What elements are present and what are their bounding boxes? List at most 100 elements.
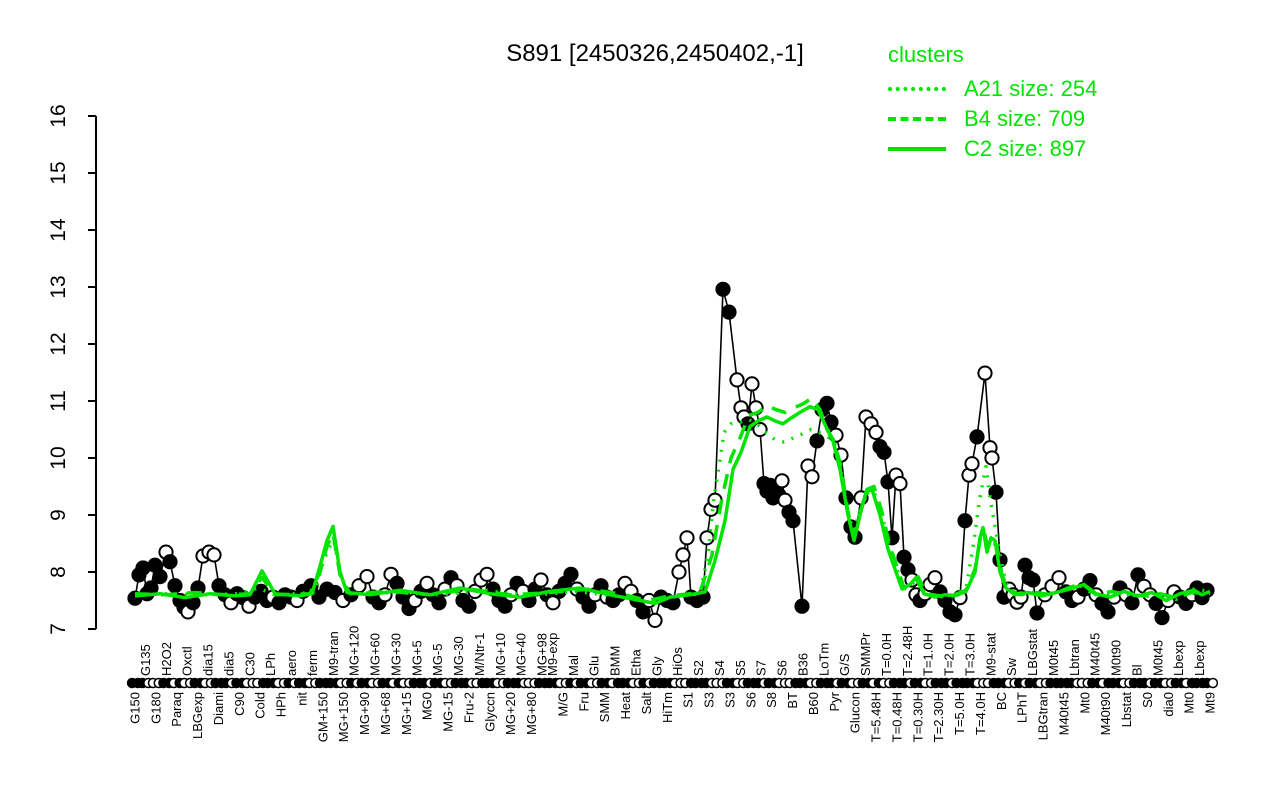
- x-condition-label: LBGtran: [1036, 692, 1051, 740]
- x-condition-label: M0t45: [1150, 640, 1165, 676]
- x-condition-label: S3: [722, 692, 737, 708]
- x-condition-label: S0: [1140, 692, 1155, 708]
- x-condition-label: HPh: [274, 692, 289, 717]
- legend-item-a21: A21 size: 254: [888, 74, 1097, 104]
- x-condition-label: SMMPr: [858, 632, 873, 676]
- x-axis-labels: G150 G135 G180 H2O2 Paraq Oxctl LBGexp dia15 Dia…: [128, 626, 1218, 742]
- x-condition-label: T=2.48H: [900, 626, 915, 676]
- data-point-filled: [1100, 604, 1116, 620]
- x-condition-label: Glucon: [848, 692, 863, 733]
- x-condition-label: T=0.48H: [889, 692, 904, 742]
- data-point-filled: [167, 578, 183, 594]
- x-condition-label: Lbstat: [1119, 692, 1134, 728]
- x-condition-label: Mt0: [1077, 692, 1092, 714]
- data-point-filled: [988, 484, 1004, 500]
- x-condition-label: T=5.48H: [869, 692, 884, 742]
- data-point-filled: [876, 444, 892, 460]
- data-point-open: [984, 450, 1000, 466]
- x-condition-label: MG-5: [430, 644, 445, 677]
- y-tick-label: 7: [47, 623, 70, 635]
- x-condition-label: M40t90: [1098, 692, 1113, 735]
- x-condition-label: BC: [994, 692, 1009, 710]
- data-point-filled: [715, 281, 731, 297]
- x-condition-label: M0t45: [1046, 640, 1061, 676]
- x-condition-label: LPhT: [1015, 692, 1030, 723]
- gene-series: [127, 281, 1215, 629]
- x-condition-label: S6: [743, 692, 758, 708]
- x-condition-label: G150: [128, 692, 143, 724]
- x-condition-label: Mt0: [1182, 692, 1197, 714]
- y-axis: 7 8 9 10 11 12 13 14 15 16: [47, 104, 97, 635]
- data-point-filled: [1154, 610, 1170, 626]
- x-condition-label: Glyccn: [482, 692, 497, 732]
- x-condition-label: S6: [775, 660, 790, 676]
- data-point-open: [419, 575, 435, 592]
- cluster-line-c2: [134, 404, 1211, 606]
- y-tick-label: 12: [47, 332, 70, 355]
- data-point-open: [479, 566, 495, 582]
- x-condition-label: Lbexp: [1171, 641, 1186, 676]
- legend-header: clusters: [888, 42, 964, 67]
- x-condition-label: Gly: [649, 656, 664, 676]
- data-point-open: [699, 530, 715, 546]
- data-point-open: [964, 456, 980, 472]
- x-condition-label: C90: [232, 692, 247, 716]
- y-tick-label: 10: [47, 446, 70, 469]
- y-tick-label: 9: [47, 509, 70, 521]
- x-condition-label: M/Ntr-1: [472, 633, 487, 676]
- x-condition-label: Etha: [628, 648, 643, 676]
- x-condition-label: Mt9: [1203, 692, 1218, 714]
- x-condition-label: MG-30: [451, 636, 466, 676]
- data-point-open: [545, 595, 561, 611]
- legend-item-b4: B4 size: 709: [888, 104, 1097, 134]
- x-condition-label: MG+150: [336, 692, 351, 742]
- x-condition-label: MG+98: [535, 633, 550, 676]
- y-tick-label: 15: [47, 161, 70, 184]
- plot-title: S891 [2450326,2450402,-1]: [506, 40, 804, 67]
- x-condition-label: M9-exp: [545, 633, 560, 676]
- x-condition-label: dia5: [221, 651, 236, 676]
- x-condition-label: MG+60: [368, 633, 383, 676]
- x-condition-label: MG+30: [388, 633, 403, 676]
- x-condition-label: Bl: [1129, 664, 1144, 676]
- data-point-filled: [1025, 572, 1041, 588]
- y-tick-label: 14: [47, 218, 70, 242]
- legend-item-c2: C2 size: 897: [888, 134, 1097, 164]
- x-condition-label: T=2.30H: [931, 692, 946, 742]
- data-point-open: [774, 473, 790, 489]
- data-point-open: [533, 572, 549, 588]
- data-point-filled: [1124, 595, 1140, 611]
- gene-line: [134, 289, 1208, 624]
- x-condition-label: M9-stat: [983, 632, 998, 676]
- legend-line-sample-dotted: [888, 87, 946, 91]
- x-condition-label: S5: [733, 660, 748, 676]
- x-condition-label: S2: [691, 660, 706, 676]
- data-point-open: [359, 569, 375, 585]
- x-condition-label: LoTm: [816, 643, 831, 676]
- data-point-open: [206, 547, 222, 563]
- x-condition-label: C30: [242, 652, 257, 676]
- data-point-open: [679, 530, 695, 546]
- x-condition-label: aero: [284, 650, 299, 676]
- legend-line-sample-dashed: [888, 117, 946, 121]
- x-condition-label: ferm: [305, 650, 320, 676]
- x-condition-label: BMM: [608, 646, 623, 676]
- x-condition-label: MG+68: [378, 692, 393, 735]
- x-condition-label: Diami: [211, 692, 226, 725]
- x-condition-label: M/G: [555, 692, 570, 717]
- x-condition-label: G135: [138, 644, 153, 676]
- x-condition-label: MG-15: [441, 692, 456, 732]
- x-condition-label: Lbtran: [1067, 639, 1082, 676]
- x-condition-label: MG+40: [514, 633, 529, 676]
- x-condition-label: MG0: [420, 692, 435, 720]
- y-tick-label: 16: [47, 104, 70, 127]
- data-point-open: [647, 612, 663, 629]
- x-condition-label: M0t90: [1109, 640, 1124, 676]
- axis-marker-band: [126, 677, 1219, 689]
- x-condition-label: MG+5: [409, 640, 424, 676]
- legend-item-label: C2 size: 897: [964, 136, 1087, 161]
- data-point-filled: [947, 607, 963, 623]
- x-condition-label: S3: [702, 692, 717, 708]
- x-condition-label: MG+20: [503, 692, 518, 735]
